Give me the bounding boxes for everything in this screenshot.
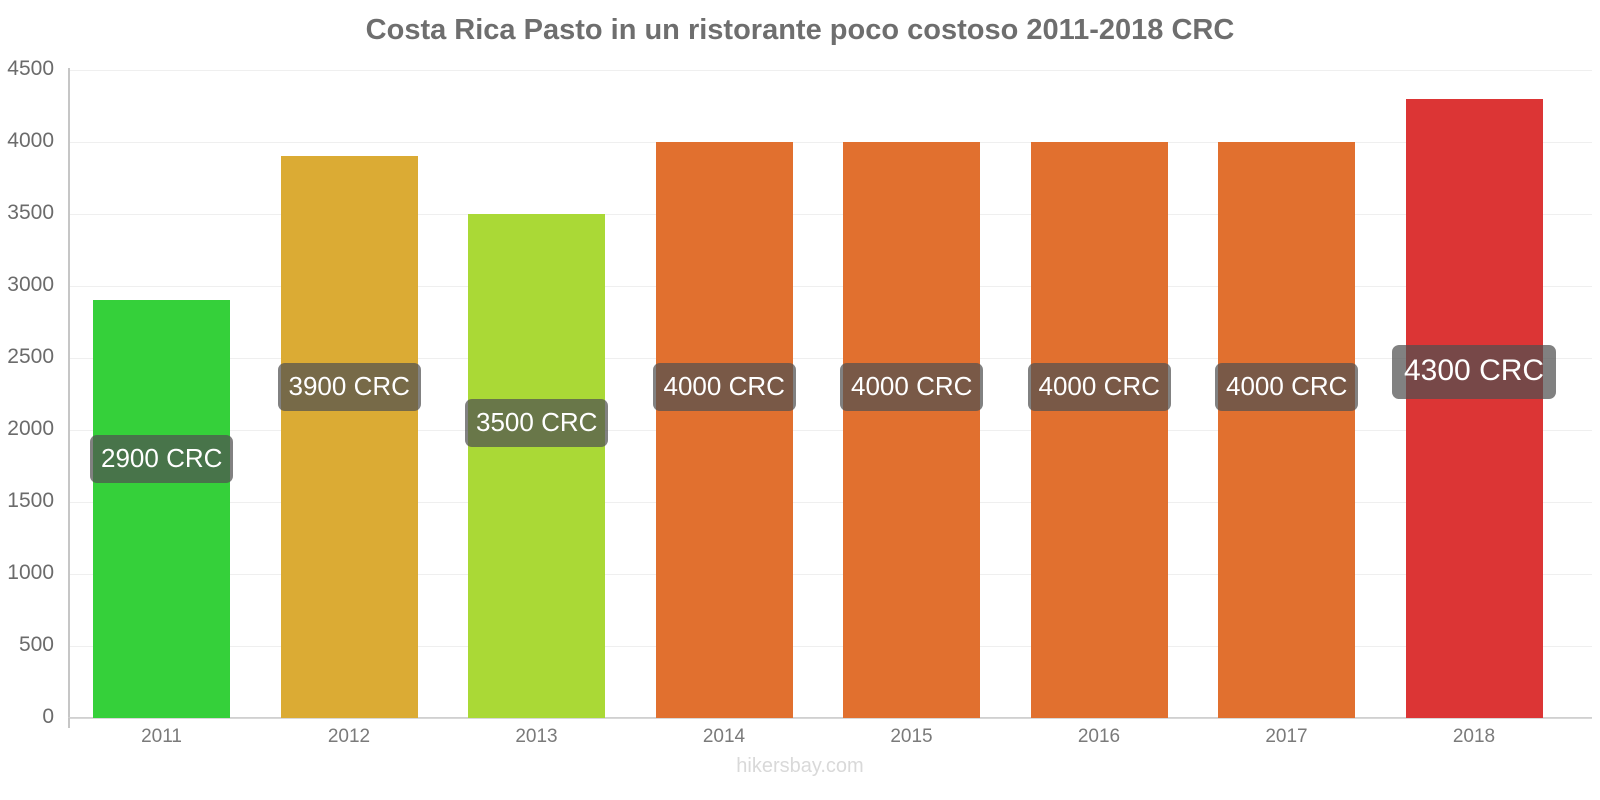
y-axis-tick-label: 2500 [7,345,54,368]
x-axis-tick-label: 2012 [327,726,371,747]
x-axis-line [68,717,1592,718]
gridline [68,214,1592,215]
bar-value-label: 3900 CRC [277,362,421,411]
gridline [68,286,1592,287]
plot-area [68,70,1592,719]
bar[interactable] [655,142,793,718]
gridline [68,574,1592,575]
gridline [68,70,1592,71]
y-axis-tick-label: 3000 [7,273,54,296]
y-axis-tick-label: 1500 [7,489,54,512]
bar[interactable] [1405,98,1543,718]
source-watermark: hikersbay.com [736,755,864,777]
bar-value-label: 4000 CRC [840,362,984,411]
y-axis-tick-label: 4000 [7,129,54,152]
y-axis-tick-label: 4500 [7,57,54,80]
x-axis-tick-label: 2013 [515,726,558,747]
bar-value-label: 4000 CRC [1027,362,1171,411]
y-axis-tick-label: 500 [18,633,54,656]
bar-value-label: 4000 CRC [1215,362,1359,411]
bar-value-label: 4300 CRC [1392,345,1557,400]
x-axis-tick-label: 2016 [1077,726,1121,747]
x-axis-tick-label: 2015 [890,726,933,747]
y-axis-tick-label: 1000 [7,561,54,584]
gridline [68,718,1592,719]
x-axis-tick-label: 2017 [1265,726,1308,747]
bar-value-label: 2900 CRC [90,434,234,483]
gridline [68,430,1592,431]
bar[interactable] [1218,142,1355,718]
gridline [68,142,1592,143]
y-axis-line [68,68,70,728]
bar[interactable] [1030,142,1168,718]
bar[interactable] [468,214,605,718]
bar[interactable] [93,300,230,718]
y-axis-tick-label: 0 [42,705,54,728]
bar-value-label: 4000 CRC [652,362,796,411]
gridline [68,646,1592,647]
bar[interactable] [843,142,980,718]
bar-value-label: 3500 CRC [465,398,609,447]
x-axis-tick-label: 2018 [1452,726,1496,747]
x-axis-tick-label: 2014 [702,726,746,747]
y-axis-tick-label: 2000 [7,417,54,440]
gridline [68,502,1592,503]
x-axis-tick-label: 2011 [141,726,182,747]
page-title: Costa Rica Pasto in un ristorante poco c… [365,14,1235,46]
y-axis-tick-label: 3500 [7,201,54,224]
bar[interactable] [280,156,418,718]
gridline [68,358,1592,359]
